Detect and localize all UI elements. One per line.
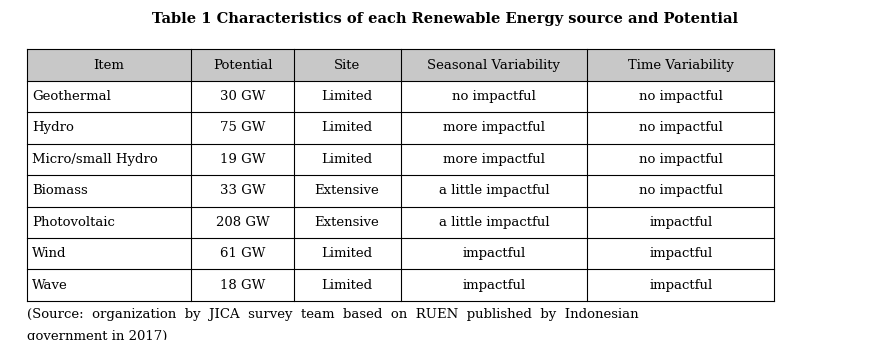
Text: no impactful: no impactful xyxy=(639,121,723,134)
Text: impactful: impactful xyxy=(462,247,526,260)
Text: (Source:  organization  by  JICA  survey  team  based  on  RUEN  published  by  : (Source: organization by JICA survey tea… xyxy=(27,308,638,321)
Text: 75 GW: 75 GW xyxy=(220,121,265,134)
Text: Limited: Limited xyxy=(321,90,373,103)
Text: Wind: Wind xyxy=(32,247,67,260)
Text: Limited: Limited xyxy=(321,247,373,260)
Bar xyxy=(27,269,774,301)
Text: 61 GW: 61 GW xyxy=(220,247,265,260)
Text: impactful: impactful xyxy=(649,247,713,260)
Bar xyxy=(27,144,774,175)
Bar xyxy=(27,112,774,144)
Text: no impactful: no impactful xyxy=(639,153,723,166)
Text: Time Variability: Time Variability xyxy=(628,58,733,71)
Text: more impactful: more impactful xyxy=(443,153,545,166)
Text: 33 GW: 33 GW xyxy=(220,184,265,197)
Bar xyxy=(27,81,774,112)
Text: Site: Site xyxy=(334,58,360,71)
Text: Extensive: Extensive xyxy=(315,216,379,229)
Bar xyxy=(27,207,774,238)
Bar xyxy=(27,175,774,207)
Text: Limited: Limited xyxy=(321,153,373,166)
Text: 30 GW: 30 GW xyxy=(220,90,265,103)
Text: government in 2017): government in 2017) xyxy=(27,330,167,340)
Text: no impactful: no impactful xyxy=(452,90,536,103)
Text: impactful: impactful xyxy=(649,279,713,292)
Text: Limited: Limited xyxy=(321,279,373,292)
Text: Item: Item xyxy=(93,58,125,71)
Text: more impactful: more impactful xyxy=(443,121,545,134)
Text: impactful: impactful xyxy=(462,279,526,292)
Text: a little impactful: a little impactful xyxy=(439,184,549,197)
Text: Table 1 Characteristics of each Renewable Energy source and Potential: Table 1 Characteristics of each Renewabl… xyxy=(152,12,738,26)
Text: Extensive: Extensive xyxy=(315,184,379,197)
Text: Biomass: Biomass xyxy=(32,184,88,197)
Bar xyxy=(27,238,774,270)
Text: a little impactful: a little impactful xyxy=(439,216,549,229)
Text: Wave: Wave xyxy=(32,279,68,292)
Text: Limited: Limited xyxy=(321,121,373,134)
Text: Micro/small Hydro: Micro/small Hydro xyxy=(32,153,158,166)
Text: 208 GW: 208 GW xyxy=(215,216,270,229)
Bar xyxy=(27,49,774,81)
Text: no impactful: no impactful xyxy=(639,184,723,197)
Text: Geothermal: Geothermal xyxy=(32,90,111,103)
Text: 18 GW: 18 GW xyxy=(220,279,265,292)
Text: Potential: Potential xyxy=(213,58,272,71)
Text: impactful: impactful xyxy=(649,216,713,229)
Text: Hydro: Hydro xyxy=(32,121,74,134)
Text: no impactful: no impactful xyxy=(639,90,723,103)
Text: Seasonal Variability: Seasonal Variability xyxy=(427,58,561,71)
Text: Photovoltaic: Photovoltaic xyxy=(32,216,115,229)
Text: 19 GW: 19 GW xyxy=(220,153,265,166)
